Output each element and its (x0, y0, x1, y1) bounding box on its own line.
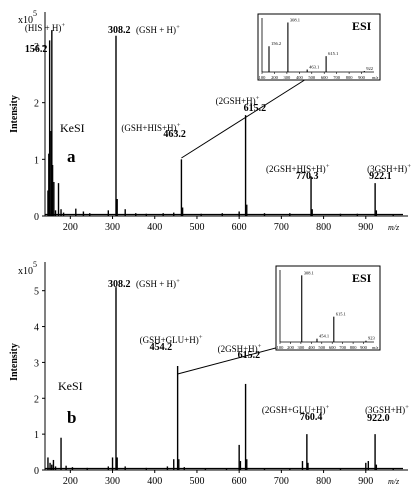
inset-x-tick-label: 700 (339, 345, 347, 350)
peak-ion-label: (2GSH+HIS+H)+ (266, 163, 330, 174)
inset-peak-label: 308.1 (290, 17, 300, 22)
y-tick-label: 1 (34, 430, 39, 441)
peak-value-label: 615.2 (244, 103, 267, 114)
x-tick-label: 700 (274, 222, 289, 233)
x-tick-label: 400 (147, 476, 162, 487)
y-multiplier: x105 (18, 9, 37, 26)
inset-x-tick-label: 600 (329, 345, 337, 350)
inset-x-tick-label: 500 (308, 75, 316, 80)
ionization-source-label: KeSI (58, 379, 83, 393)
inset-x-tick-label: 900 (358, 75, 366, 80)
inset-x-tick-label: 700 (333, 75, 341, 80)
x-tick-label: 800 (316, 222, 331, 233)
y-tick-label: 2 (34, 99, 39, 110)
inset-frame (275, 265, 381, 351)
x-tick-label: 300 (105, 476, 120, 487)
peak-value-label: 156.2 (25, 44, 47, 55)
esi-inset: 100 200 300 400 500 600 700 800 900 m/z 308.1 454.1… (275, 265, 381, 351)
inset-x-tick-label: 200 (271, 75, 279, 80)
peak-ion-label: (HIS + H)+ (25, 22, 66, 33)
inset-x-tick-label: 200 (287, 345, 295, 350)
y-tick-label: 0 (34, 466, 39, 477)
inset-x-tick-label: 300 (284, 75, 292, 80)
x-tick-label: 400 (147, 222, 162, 233)
x-axis-label: m/z (388, 477, 400, 486)
inset-peak-label: 923 (368, 336, 376, 341)
peak-value-label: 922.0 (367, 413, 390, 424)
inset-x-tick-label: 500 (318, 345, 326, 350)
x-tick-label: 900 (358, 476, 373, 487)
y-tick-label: 5 (34, 287, 39, 298)
panel-label: a (67, 147, 76, 166)
peak-value-label: 922.1 (369, 171, 392, 182)
inset-x-axis-label: m/z (372, 345, 379, 350)
inset-peak-label: 615.1 (336, 312, 346, 317)
peak-ion-label: (2GSH+GLU+H)+ (262, 404, 330, 415)
inset-x-tick-label: 100 (259, 75, 267, 80)
y-tick-label: 4 (34, 323, 39, 334)
x-tick-label: 800 (316, 476, 331, 487)
panel-label: b (67, 408, 76, 427)
inset-x-tick-label: 300 (298, 345, 306, 350)
inset-peak-label: 615.1 (328, 51, 338, 56)
x-tick-label: 700 (274, 476, 289, 487)
y-tick-label: 1 (34, 155, 39, 166)
x-tick-label: 300 (105, 222, 120, 233)
peak-value-label: 463.2 (163, 129, 186, 140)
peak-ion-label: (2GSH+H)+ (218, 343, 262, 354)
peak-value-label: 308.2 (108, 279, 131, 290)
x-tick-label: 900 (358, 222, 373, 233)
peak-value-label: 454.2 (150, 342, 173, 353)
peak-value-label: 308.2 (108, 25, 131, 36)
y-tick-label: 3 (34, 42, 39, 53)
callout-arrow (181, 68, 323, 159)
inset-x-tick-label: 800 (350, 345, 358, 350)
inset-peak-label: 454.1 (319, 334, 329, 339)
peak-ion-label: (GSH + H)+ (136, 278, 180, 289)
peak-ion-label: (GSH + H)+ (136, 24, 180, 35)
x-tick-label: 600 (232, 222, 247, 233)
inset-peak-label: 156.2 (271, 41, 281, 46)
inset-frame (257, 13, 381, 81)
peak-value-label: 760.4 (300, 412, 323, 423)
inset-title: ESI (352, 19, 372, 33)
x-tick-label: 200 (63, 476, 78, 487)
inset-peak-label: 308.1 (304, 270, 314, 275)
inset-x-tick-label: 400 (308, 345, 316, 350)
inset-x-tick-label: 100 (277, 345, 285, 350)
spectrum-panel-a: 0 1 2 3 200 300 400 500 600 700 800 900 m/z Intensity… (9, 9, 411, 233)
esi-inset: 100 200 300 400 500 600 700 800 900 m/z 156.2 308.1… (257, 13, 381, 81)
inset-x-tick-label: 800 (346, 75, 354, 80)
inset-x-tick-label: 400 (296, 75, 304, 80)
inset-title: ESI (352, 271, 372, 285)
peak-ion-label: (GSH+GLU+H)+ (140, 334, 203, 345)
y-axis-label: Intensity (9, 343, 20, 381)
x-axis-label: m/z (388, 223, 400, 232)
inset-peak-label: 463.1 (309, 65, 319, 70)
y-multiplier: x105 (18, 260, 37, 277)
inset-x-tick-label: 600 (321, 75, 329, 80)
y-tick-label: 0 (34, 212, 39, 223)
peak-ion-label: (2GSH+H)+ (216, 95, 260, 106)
y-tick-label: 2 (34, 394, 39, 405)
y-axis-label: Intensity (9, 95, 20, 133)
ionization-source-label: KeSI (60, 121, 85, 135)
inset-peak-label: 922 (366, 66, 373, 71)
x-tick-label: 200 (63, 222, 78, 233)
peak-ion-label: (3GSH+H)+ (365, 404, 409, 415)
inset-x-axis-label: m/z (372, 75, 379, 80)
peak-ion-label: (3GSH+H)+ (367, 163, 411, 174)
x-tick-label: 500 (189, 222, 204, 233)
x-tick-label: 500 (189, 476, 204, 487)
x-tick-label: 600 (232, 476, 247, 487)
inset-x-tick-label: 900 (360, 345, 368, 350)
peak-value-label: 770.3 (296, 171, 319, 182)
y-tick-label: 3 (34, 358, 39, 369)
peak-ion-label: (GSH+HIS+H)+ (121, 122, 180, 133)
